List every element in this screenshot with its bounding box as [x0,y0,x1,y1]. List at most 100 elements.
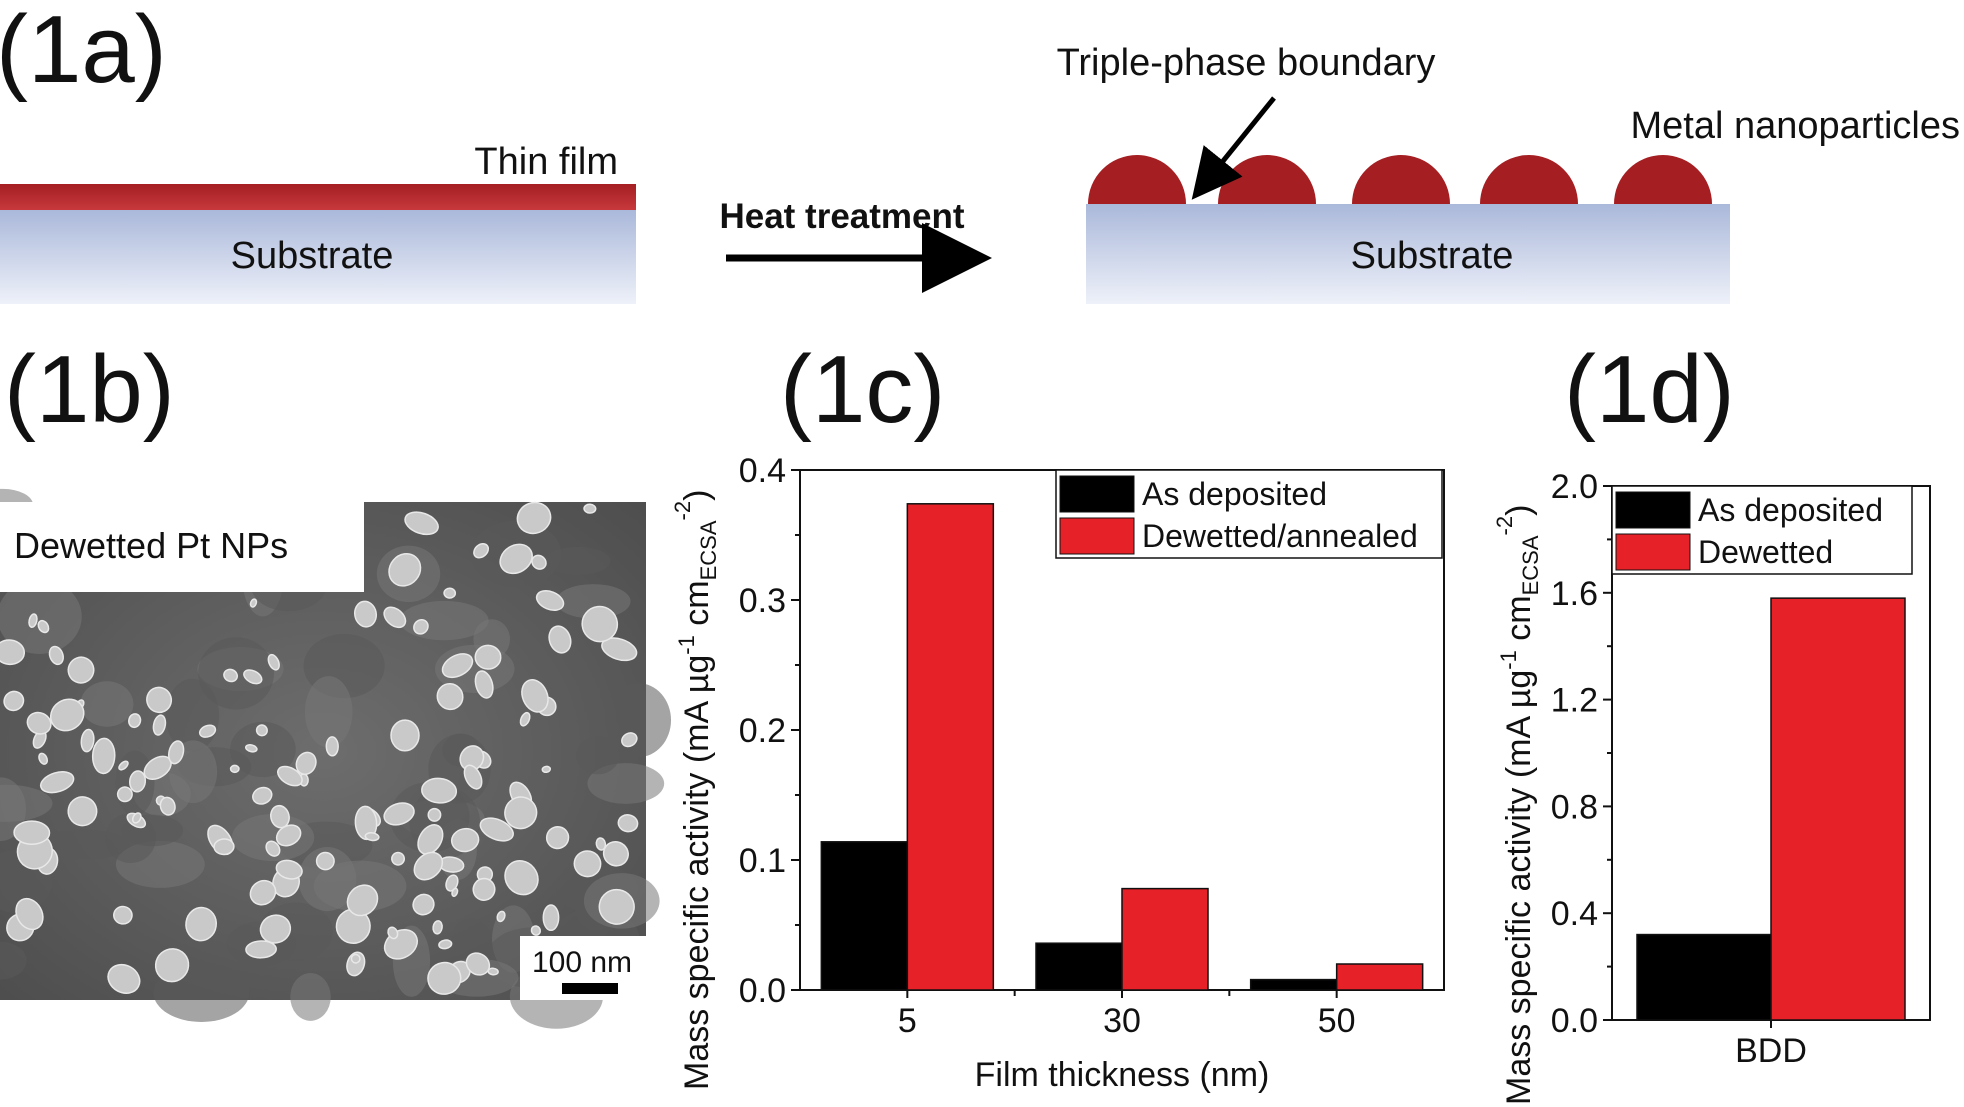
nanoparticle-blob [26,711,52,735]
x-tick-label: 5 [898,1002,917,1040]
nanoparticle-blob [118,760,129,771]
nanoparticle-blob [583,503,597,514]
nanoparticle-blob [504,860,539,896]
nanoparticle-blob [67,796,98,827]
nanoparticle-blob [185,906,217,942]
nanoparticle-blob [364,832,380,842]
bar-as-deposited-5 [820,841,909,991]
nanoparticle-blob [315,851,335,871]
nanoparticle-blob [38,752,49,765]
nanoparticle-blob [223,668,239,683]
sem-image: Dewetted Pt NPs 100 nm [0,488,672,1029]
bar-as-deposited-bdd [1636,933,1772,1021]
legend-label: As deposited [1698,492,1883,528]
legend-label: Dewetted [1698,534,1833,570]
nanoparticle [1352,155,1450,204]
legend-swatch [1615,491,1691,529]
nanoparticle-blob [617,814,639,833]
x-tick-label: BDD [1735,1032,1807,1070]
nanoparticle-blob [277,765,303,787]
nanoparticle-blob [530,925,542,936]
nanoparticle-blob [49,698,85,732]
nanoparticle-blob [417,824,444,855]
nanoparticle-blob [213,838,235,856]
bar-as-deposited-30 [1035,942,1123,991]
nanoparticle-blob [496,910,506,923]
substrate-right [1086,204,1730,304]
nanoparticle-blob [275,859,303,880]
nanoparticle-blob [249,879,277,906]
nanoparticle-blob [451,887,459,898]
nanoparticle-blob [581,605,619,643]
nanoparticle-blob [146,686,173,714]
pointer-arrow-icon [1191,96,1276,200]
y-tick-label: 0.0 [1551,1002,1598,1040]
nanoparticle-blob [436,683,464,711]
nanoparticle-blob [131,812,142,824]
y-tick-label: 0.0 [739,972,786,1010]
y-tick-label: 0.2 [739,712,786,750]
nanoparticle-blob [621,732,638,748]
nanoparticle-blob [473,542,490,559]
nanoparticle-blob [39,771,75,794]
bar-as-deposited-50 [1249,978,1338,991]
nanoparticle-blob [252,786,273,805]
scale-bar-label: 100 nm [532,946,632,979]
panel-label-1c: (1c) [780,336,945,443]
nanoparticle-blob [595,837,607,851]
nanoparticle-blob [391,851,406,866]
nanoparticle-blob [67,656,95,684]
nanoparticle-blob [388,552,422,587]
nanoparticle-blob [601,637,638,662]
nanoparticle-blob [13,820,51,845]
nanoparticle-blob [573,850,602,878]
nanoparticle-blob [487,967,499,976]
nanoparticle-blob [432,920,443,935]
nanoparticle-blob [128,770,147,793]
y-tick-label: 0.4 [739,452,786,490]
substrate-label-right: Substrate [1351,235,1514,277]
nanoparticle-blob [450,827,480,853]
legend-swatch [1059,475,1135,513]
nanoparticle-blob [519,711,531,727]
nanoparticle-blob [295,751,317,776]
nanoparticle-blob [198,724,217,738]
chart-1c: 5 30 50 0.0 0.1 0.2 0.3 0.4 Film thickness (nm) M… [670,452,1445,1094]
y-tick-label: 0.4 [1551,895,1598,933]
nanoparticle-blob [128,713,142,729]
nanoparticle-blob [244,744,258,753]
nanoparticle-blob [542,904,560,932]
x-tick-label: 50 [1318,1002,1356,1040]
y-tick-label: 0.8 [1551,788,1598,826]
nanoparticle-blob [474,670,494,699]
sem-label: Dewetted Pt NPs [14,525,288,566]
nanoparticle-blob [15,897,44,931]
nanoparticle-blob [479,817,514,842]
nanoparticle-blob [383,606,407,629]
nanoparticle-blob [412,893,435,916]
schematic-left: Thin film Substrate [0,141,636,304]
triple-phase-label: Triple-phase boundary [1057,42,1436,84]
nanoparticle-blob [541,765,552,774]
nanoparticle-blob [265,840,281,857]
substrate-left [0,210,636,304]
nanoparticle-blob [548,625,572,654]
nanoparticle-blob [259,914,292,944]
nanoparticle-blob [441,653,474,679]
bar-dewetted-annealed-30 [1121,887,1209,991]
nanoparticle-blob [28,613,38,629]
heat-treatment-label: Heat treatment [719,197,964,236]
nanoparticle-blob [167,740,185,765]
panel-label-1b: (1b) [4,336,175,443]
nanoparticle-blob [80,728,95,753]
nanoparticle-blob [404,511,439,536]
nanoparticle-blob [531,554,547,570]
nanoparticle-blob [0,639,26,666]
nanoparticle-blob [390,719,420,752]
nanoparticle-blob [346,884,379,917]
nanoparticle-blob [421,777,458,804]
x-axis-label: Film thickness (nm) [975,1056,1270,1094]
nanoparticle-blob [598,888,635,925]
